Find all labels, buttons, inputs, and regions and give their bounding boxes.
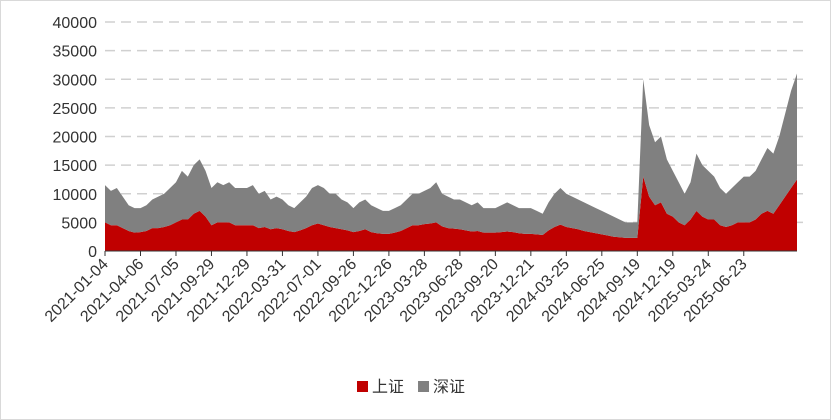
y-tick-label: 0	[88, 244, 97, 261]
y-tick-label: 35000	[53, 44, 98, 61]
legend-swatch	[418, 381, 430, 392]
y-tick-label: 10000	[53, 187, 98, 204]
legend-swatch	[357, 381, 368, 392]
legend-label: 上证	[372, 378, 404, 396]
area	[105, 73, 797, 238]
y-tick-label: 40000	[53, 15, 98, 32]
y-tick-label: 20000	[53, 130, 98, 147]
area	[105, 176, 797, 251]
y-tick-label: 30000	[53, 72, 98, 89]
y-tick-label: 25000	[53, 101, 98, 118]
y-tick-label: 5000	[61, 215, 97, 232]
legend-label: 深证	[433, 378, 465, 396]
y-tick-label: 15000	[53, 158, 98, 175]
